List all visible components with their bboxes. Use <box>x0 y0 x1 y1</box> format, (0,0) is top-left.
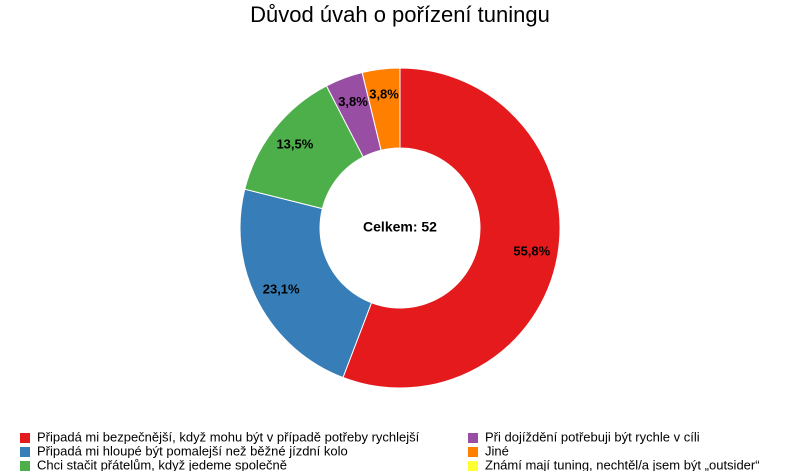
legend-label: Jiné <box>485 443 509 458</box>
donut-slice <box>239 188 373 379</box>
legend-swatch <box>468 447 478 457</box>
legend-label: Známí mají tuning, nechtěl/a jsem být „o… <box>485 457 760 471</box>
legend-swatch <box>20 461 30 471</box>
center-label: Celkem: 52 <box>363 219 437 235</box>
legend-label: Připadá mi hloupé být pomalejší než běžn… <box>37 443 348 458</box>
legend-label: Chci stačit přátelům, když jedeme společ… <box>37 457 287 471</box>
legend-label: Připadá mi bezpečnější, když mohu být v … <box>37 429 420 444</box>
donut-slice <box>342 67 561 389</box>
value-label: 23,1% <box>263 281 300 296</box>
value-label: 3,8% <box>338 94 368 109</box>
legend-label: Při dojíždění potřebuji být rychle v cíl… <box>485 429 700 444</box>
chart-title: Důvod úvah o pořízení tuningu <box>250 2 550 27</box>
legend-swatch <box>20 447 30 457</box>
value-label: 13,5% <box>276 136 313 151</box>
value-label: 55,8% <box>513 244 550 259</box>
legend-swatch <box>468 433 478 443</box>
legend-swatch <box>20 433 30 443</box>
legend-swatch <box>468 461 478 471</box>
value-label: 3,8% <box>369 86 399 101</box>
